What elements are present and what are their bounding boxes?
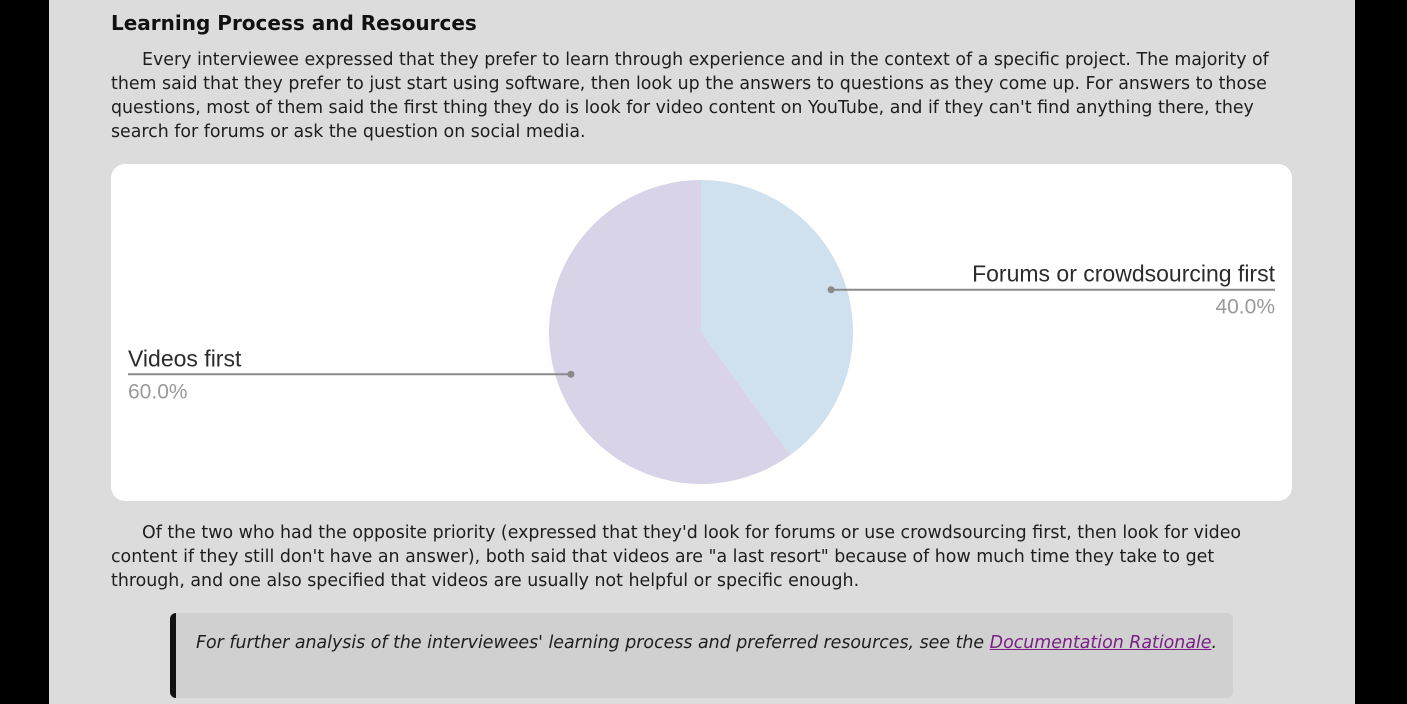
slice-percent-videos-first: 60.0% [128,380,188,403]
leader-dot-forums-or-crowdsourcing-first [827,286,835,294]
slice-percent-forums-or-crowdsourcing-first: 40.0% [1215,296,1275,319]
slice-label-forums-or-crowdsourcing-first: Forums or crowdsourcing first [972,261,1276,287]
pie-chart: Forums or crowdsourcing first 40.0% Videos… [128,180,1276,484]
documentation-rationale-link[interactable]: Documentation Rationale [989,633,1212,653]
pie-label-group-videos-first: Videos first 60.0% [128,345,575,403]
pie-slice-forums-or-crowdsourcing-first [701,180,853,455]
pie-chart-card: Forums or crowdsourcing first 40.0% Videos… [111,164,1292,501]
section-heading: Learning Process and Resources [111,11,477,35]
pie-label-group-forums-or-crowdsourcing-first: Forums or crowdsourcing first 40.0% [827,261,1276,319]
document-page: Learning Process and Resources Every int… [49,0,1355,704]
callout-period: . [1211,633,1218,653]
leader-dot-videos-first [567,370,575,378]
pie-slice-videos-first [548,180,791,484]
paragraph-learning-preferences: Every interviewee expressed that they pr… [111,50,1269,142]
slice-label-videos-first: Videos first [128,345,242,371]
callout-text: For further analysis of the interviewees… [196,633,990,653]
paragraph-opposite-priority: Of the two who had the opposite priority… [111,523,1242,591]
callout-note: For further analysis of the interviewees… [170,613,1233,698]
